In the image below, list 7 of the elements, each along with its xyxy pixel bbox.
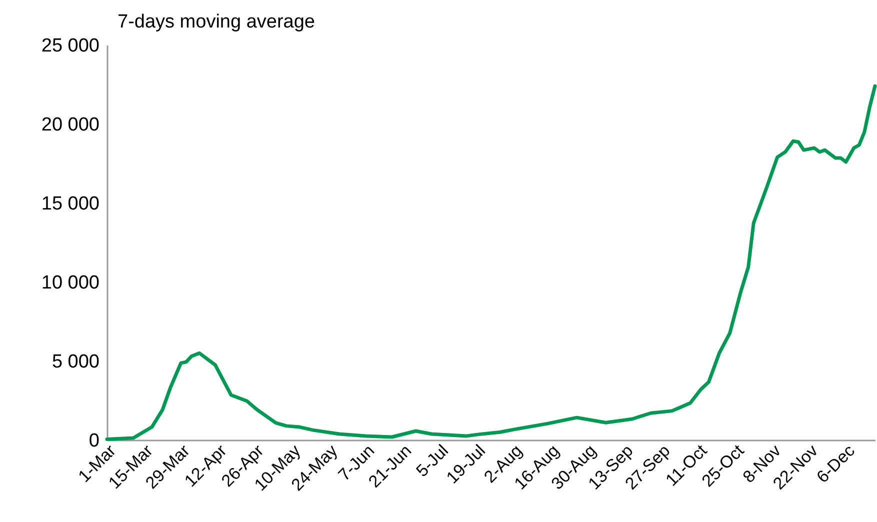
y-tick-label: 25 000 <box>41 36 100 56</box>
y-tick-label: 0 <box>88 430 100 452</box>
y-axis-title: 7-days moving average <box>118 12 315 32</box>
y-tick-label: 15 000 <box>41 194 100 214</box>
y-tick-label: 5 000 <box>52 352 100 372</box>
y-tick-label: 20 000 <box>41 114 100 136</box>
y-tick-label: 10 000 <box>41 272 100 294</box>
